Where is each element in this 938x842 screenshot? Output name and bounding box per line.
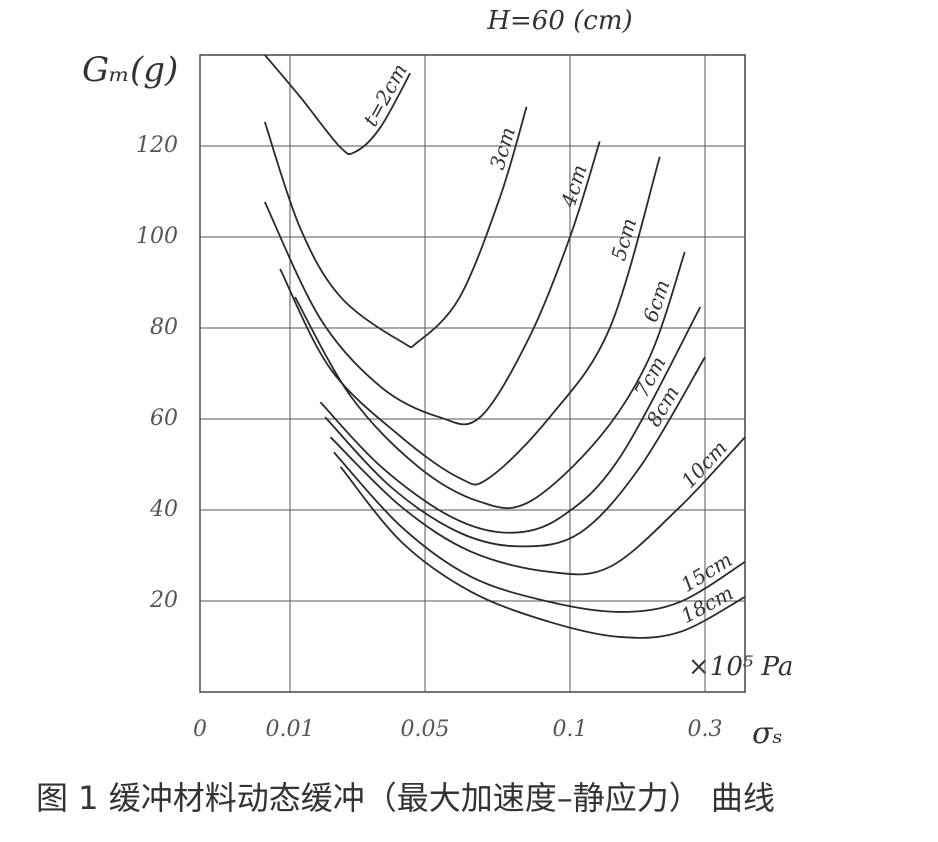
- curve: [319, 306, 702, 534]
- x-axis-label: σₛ: [752, 716, 783, 751]
- chart-title: H=60 (cm): [486, 6, 632, 36]
- x-tick-label: 0.05: [401, 717, 450, 742]
- x-unit: ×10⁵ Pa: [688, 652, 793, 682]
- curve: [263, 141, 601, 426]
- y-tick-label: 20: [149, 588, 178, 613]
- curve: [264, 54, 411, 156]
- curve: [329, 436, 746, 576]
- x-tick-label: 0.01: [266, 717, 315, 742]
- y-tick-label: 80: [150, 315, 178, 340]
- x-tick-label: 0: [193, 717, 207, 742]
- curve: [339, 466, 746, 639]
- curve: [294, 251, 686, 509]
- curve: [324, 356, 706, 548]
- x-tick-label: 0.3: [688, 717, 723, 742]
- y-tick-label: 100: [136, 224, 178, 249]
- curve: [263, 106, 528, 349]
- y-tick-label: 40: [149, 497, 178, 522]
- y-tick-label: 60: [150, 406, 178, 431]
- y-axis-label: Gₘ(g): [82, 50, 178, 90]
- curve: [333, 451, 746, 613]
- y-tick-label: 120: [136, 133, 178, 158]
- x-tick-label: 0.1: [553, 717, 588, 742]
- caption: 图 1 缓冲材料动态缓冲（最大加速度–静应力） 曲线: [36, 779, 775, 817]
- curve: [279, 156, 661, 486]
